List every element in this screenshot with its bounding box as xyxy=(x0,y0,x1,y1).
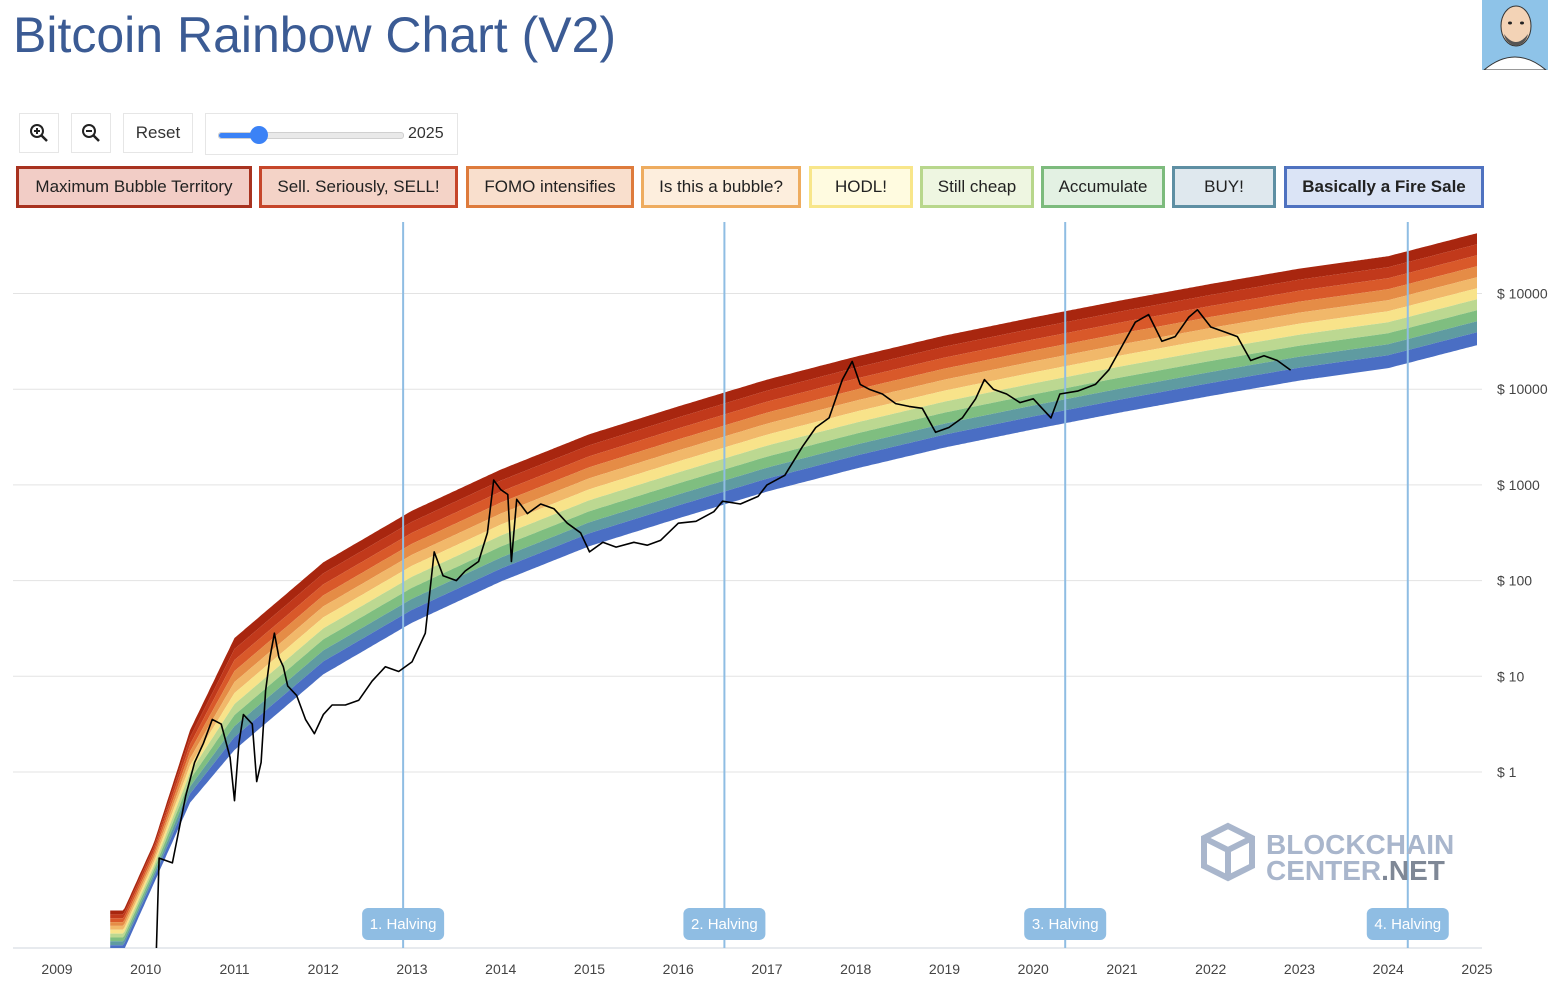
x-tick-label: 2012 xyxy=(308,961,339,977)
legend-item-accumulate[interactable]: Accumulate xyxy=(1041,166,1165,208)
y-tick-label: $ 100 xyxy=(1497,573,1532,589)
y-tick-label: $ 100000 xyxy=(1497,286,1548,302)
x-tick-label: 2011 xyxy=(219,961,249,977)
year-slider[interactable]: 2025 xyxy=(205,113,458,155)
legend-item-hodl[interactable]: HODL! xyxy=(809,166,913,208)
halving-label: 1. Halving xyxy=(370,916,437,933)
halving-label: 2. Halving xyxy=(691,916,758,933)
x-tick-label: 2010 xyxy=(130,961,161,977)
zoom-out-button[interactable] xyxy=(71,113,111,153)
zoom-out-icon xyxy=(82,124,100,142)
x-tick-label: 2020 xyxy=(1018,961,1049,977)
y-tick-label: $ 10000 xyxy=(1497,381,1548,397)
zoom-in-icon xyxy=(30,124,48,142)
page-title: Bitcoin Rainbow Chart (V2) xyxy=(13,7,617,63)
x-tick-label: 2013 xyxy=(396,961,427,977)
halving-label: 3. Halving xyxy=(1032,916,1099,933)
x-tick-label: 2019 xyxy=(929,961,960,977)
watermark-line1: BLOCKCHAIN xyxy=(1266,829,1454,860)
x-tick-label: 2018 xyxy=(840,961,871,977)
avatar xyxy=(1482,0,1548,70)
slider-fill xyxy=(219,133,260,138)
zoom-in-button[interactable] xyxy=(19,113,59,153)
x-tick-label: 2021 xyxy=(1106,961,1137,977)
halving-label-bg xyxy=(362,908,445,940)
watermark-line2: CENTER.NET xyxy=(1266,855,1445,886)
watermark-line2a: CENTER xyxy=(1266,855,1381,886)
y-tick-label: $ 1000 xyxy=(1497,477,1540,493)
legend-item-sell-seriously-sell[interactable]: Sell. Seriously, SELL! xyxy=(259,166,458,208)
halving-label-bg xyxy=(1366,908,1449,940)
halving-label: 4. Halving xyxy=(1374,916,1441,933)
halving-label-bg xyxy=(1024,908,1107,940)
x-tick-label: 2023 xyxy=(1284,961,1315,977)
x-tick-label: 2022 xyxy=(1195,961,1226,977)
x-tick-label: 2016 xyxy=(663,961,694,977)
reset-button[interactable]: Reset xyxy=(123,113,193,153)
legend-item-maximum-bubble-territory[interactable]: Maximum Bubble Territory xyxy=(16,166,252,208)
y-tick-label: $ 10 xyxy=(1497,668,1524,684)
legend-item-is-this-a-bubble[interactable]: Is this a bubble? xyxy=(641,166,801,208)
x-tick-label: 2025 xyxy=(1461,961,1492,977)
x-tick-label: 2015 xyxy=(574,961,605,977)
x-tick-label: 2017 xyxy=(751,961,782,977)
watermark-line2b: .NET xyxy=(1381,855,1445,886)
btc-price-line xyxy=(155,308,1292,948)
slider-track[interactable] xyxy=(218,126,404,144)
legend-item-still-cheap[interactable]: Still cheap xyxy=(920,166,1034,208)
x-tick-label: 2014 xyxy=(485,961,516,977)
legend-item-buy[interactable]: BUY! xyxy=(1172,166,1276,208)
y-tick-label: $ 1 xyxy=(1497,764,1517,780)
legend-item-fomo-intensifies[interactable]: FOMO intensifies xyxy=(466,166,634,208)
halving-label-bg xyxy=(683,908,766,940)
legend-item-basically-a-fire-sale[interactable]: Basically a Fire Sale xyxy=(1284,166,1484,208)
blockchaincenter-watermark: BLOCKCHAIN CENTER.NET xyxy=(1198,820,1458,892)
cube-logo-icon xyxy=(1201,822,1255,882)
x-tick-label: 2009 xyxy=(41,961,72,977)
x-tick-label: 2024 xyxy=(1373,961,1404,977)
slider-thumb[interactable] xyxy=(250,126,269,144)
slider-value: 2025 xyxy=(408,125,444,142)
